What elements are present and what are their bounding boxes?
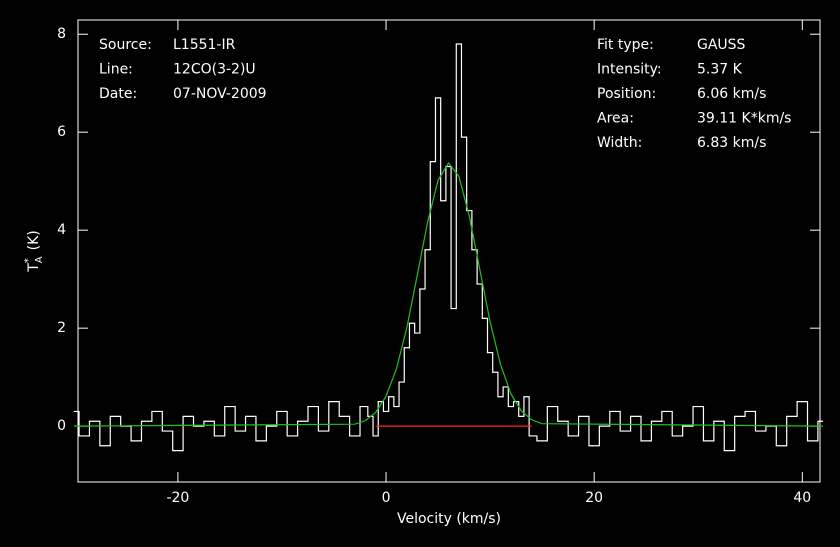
info-right-label: Width:: [597, 135, 642, 151]
y-label-sub: A: [34, 256, 45, 263]
info-left-value: 12CO(3-2)U: [173, 62, 256, 78]
info-left-value: L1551-IR: [173, 37, 236, 53]
y-tick-label: 8: [57, 26, 66, 42]
x-tick-label: -20: [166, 490, 189, 506]
info-right-value: 6.83 km/s: [697, 135, 766, 151]
series-line: [73, 162, 824, 427]
y-label-unit: (K): [26, 230, 42, 250]
info-left-label: Date:: [99, 86, 137, 102]
info-right-value: GAUSS: [697, 37, 746, 53]
series-line: [73, 43, 824, 452]
info-right-value: 39.11 K*km/s: [697, 111, 791, 127]
info-left-label: Line:: [99, 62, 133, 78]
y-label-sup: *: [23, 258, 34, 263]
x-tick-label: 40: [793, 490, 811, 506]
info-left-value: 07-NOV-2009: [173, 86, 267, 102]
y-label-base: T: [26, 263, 42, 273]
x-axis-label: Velocity (km/s): [397, 511, 501, 527]
plot-frame: [77, 19, 821, 483]
x-tick-label: 20: [585, 490, 603, 506]
info-right-value: 6.06 km/s: [697, 86, 766, 102]
info-right-value: 5.37 K: [697, 62, 743, 78]
info-right-label: Fit type:: [597, 37, 654, 53]
y-tick-label: 4: [57, 222, 66, 238]
info-right-label: Intensity:: [597, 62, 662, 78]
info-left-label: Source:: [99, 37, 152, 53]
y-tick-label: 0: [57, 418, 66, 434]
y-tick-label: 2: [57, 320, 66, 336]
info-right-label: Position:: [597, 86, 656, 102]
y-axis-label: T*A (K): [23, 230, 45, 273]
y-tick-label: 6: [57, 124, 66, 140]
info-right-label: Area:: [597, 111, 634, 127]
x-tick-label: 0: [382, 490, 391, 506]
